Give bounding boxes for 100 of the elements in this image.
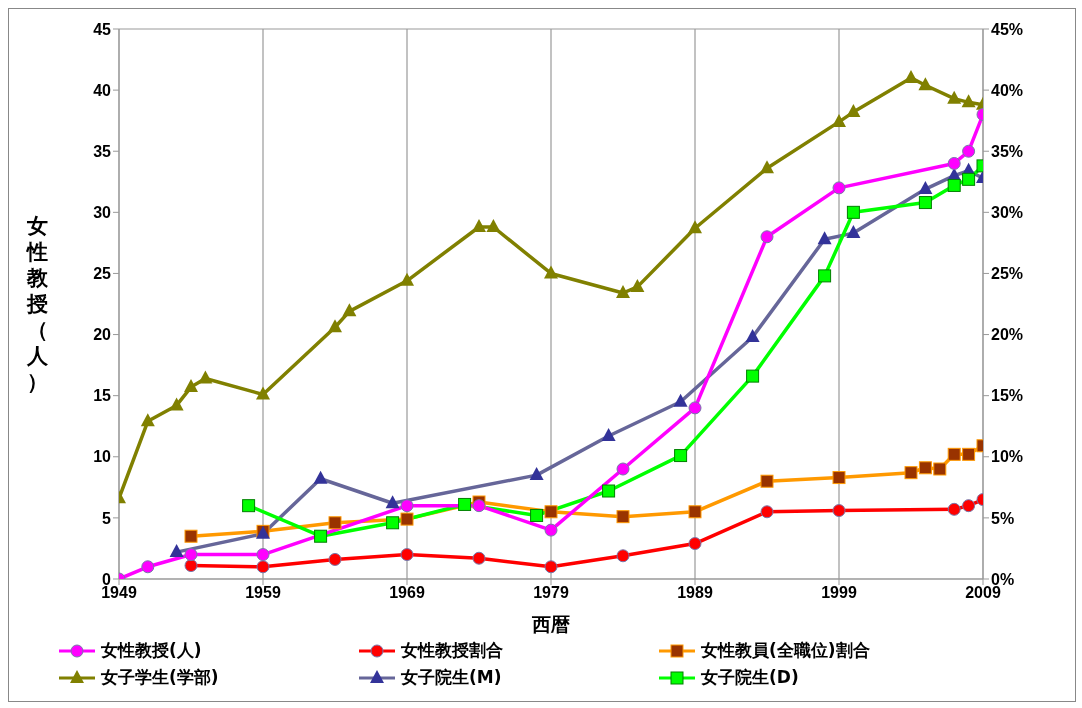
point xyxy=(314,529,328,543)
point xyxy=(400,548,414,562)
point xyxy=(184,379,198,393)
y2-tick-label: 35% xyxy=(991,142,1024,160)
y-tick-label: 20 xyxy=(93,326,112,344)
point xyxy=(947,447,961,461)
point xyxy=(947,178,961,192)
point xyxy=(169,397,184,411)
point xyxy=(918,77,933,91)
point xyxy=(832,471,846,485)
y-tick-label: 35 xyxy=(93,142,112,160)
legend-label: 女子院生(M) xyxy=(401,667,502,687)
point xyxy=(386,516,400,530)
point xyxy=(760,474,774,488)
point xyxy=(184,529,198,543)
legend-label: 女性教授割合 xyxy=(401,640,503,660)
point xyxy=(962,447,976,461)
point xyxy=(933,462,947,476)
x-tick-label: 2009 xyxy=(965,584,1001,602)
point xyxy=(918,196,932,210)
y2-tick-label: 40% xyxy=(991,81,1024,99)
point xyxy=(458,497,472,511)
x-tick-label: 1949 xyxy=(101,584,137,602)
point xyxy=(904,69,918,83)
y2-tick-label: 15% xyxy=(991,387,1024,405)
point xyxy=(947,90,962,104)
point xyxy=(962,172,976,186)
point xyxy=(961,94,976,108)
point xyxy=(846,205,860,219)
x-axis-title: 西暦 xyxy=(531,614,570,635)
point xyxy=(400,499,414,513)
x-tick-label: 1989 xyxy=(677,584,713,602)
y2-tick-label: 10% xyxy=(991,448,1024,466)
point xyxy=(818,269,832,283)
point xyxy=(688,537,702,551)
legend-label: 女性教員(全職位)割合 xyxy=(701,640,870,660)
y2-tick-label: 20% xyxy=(991,326,1024,344)
y2-tick-label: 30% xyxy=(991,204,1024,222)
point xyxy=(630,278,645,292)
point xyxy=(688,505,702,519)
point xyxy=(962,144,976,158)
point xyxy=(184,548,198,562)
point xyxy=(746,369,760,383)
point xyxy=(616,549,630,563)
point xyxy=(832,504,846,518)
point xyxy=(918,461,932,475)
point xyxy=(760,505,774,519)
x-tick-label: 1979 xyxy=(533,584,569,602)
y-tick-label: 45 xyxy=(93,20,112,38)
legend-label: 女子学生(学部) xyxy=(101,667,219,687)
point xyxy=(256,386,270,400)
point xyxy=(674,449,688,463)
y-tick-label: 25 xyxy=(93,265,112,283)
point xyxy=(832,181,846,195)
y2-tick-label: 25% xyxy=(991,265,1024,283)
point xyxy=(472,219,486,232)
y2-tick-label: 45% xyxy=(991,20,1024,38)
point xyxy=(530,508,544,522)
y-axis-title: 女性教授（人） xyxy=(24,214,49,394)
point xyxy=(342,303,357,317)
point xyxy=(400,272,414,286)
point xyxy=(602,484,616,498)
x-tick-label: 1959 xyxy=(245,584,281,602)
legend-label: 女性教授(人) xyxy=(101,640,202,660)
legend-label: 女子院生(D) xyxy=(701,667,799,687)
y-tick-label: 40 xyxy=(93,81,112,99)
point xyxy=(328,516,342,530)
point xyxy=(184,559,198,573)
point xyxy=(544,265,558,279)
point xyxy=(472,551,486,565)
point xyxy=(962,499,976,513)
point xyxy=(947,502,961,516)
y-tick-label: 30 xyxy=(93,204,112,222)
point xyxy=(544,560,558,574)
point xyxy=(328,319,342,333)
point xyxy=(616,462,630,476)
point xyxy=(140,413,155,427)
point xyxy=(616,510,630,524)
point xyxy=(846,104,861,118)
point xyxy=(328,552,342,566)
y-tick-label: 5 xyxy=(102,509,112,527)
point xyxy=(616,285,630,298)
y-tick-label: 10 xyxy=(93,448,112,466)
point xyxy=(688,401,702,415)
point xyxy=(544,523,558,537)
point xyxy=(198,370,213,384)
x-tick-label: 1969 xyxy=(389,584,425,602)
point xyxy=(400,512,414,526)
y-tick-label: 15 xyxy=(93,387,112,405)
point xyxy=(472,499,486,513)
point xyxy=(256,548,270,562)
y2-tick-label: 5% xyxy=(991,509,1015,527)
point xyxy=(486,219,501,232)
point xyxy=(760,230,774,244)
point xyxy=(760,160,774,174)
point xyxy=(256,560,270,574)
point xyxy=(544,505,558,519)
x-tick-label: 1999 xyxy=(821,584,857,602)
point xyxy=(688,220,702,234)
point xyxy=(242,499,256,513)
